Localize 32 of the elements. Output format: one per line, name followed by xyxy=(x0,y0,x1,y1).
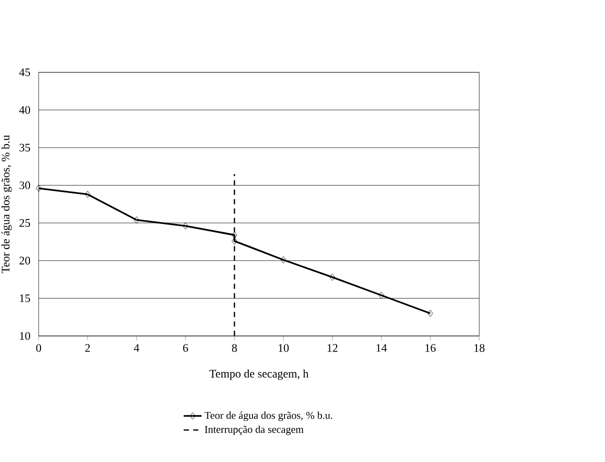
point xyxy=(182,222,188,230)
y-tick-label: 45 xyxy=(19,68,30,76)
point xyxy=(36,184,42,192)
x-tick-label: 16 xyxy=(426,344,436,352)
x-tick-label: 4 xyxy=(134,344,140,352)
y-tick-label: 25 xyxy=(20,218,30,227)
y-tick-label: 30 xyxy=(20,181,30,190)
x-axis-title: Tempo de secagem, h xyxy=(209,369,308,380)
point xyxy=(280,256,286,264)
x-tick-label: 12 xyxy=(328,344,338,352)
x-tick-label: 10 xyxy=(278,344,289,352)
legend-label: Interrupção da secagem xyxy=(204,425,304,435)
point xyxy=(84,190,90,198)
y-axis-title: Teor de água dos grãos, % b.u xyxy=(1,134,12,273)
x-tick-label: 2 xyxy=(85,344,90,352)
y-tick-label: 15 xyxy=(20,294,30,302)
point xyxy=(232,231,238,238)
x-tick-label: 8 xyxy=(232,344,237,352)
y-tick-label: 20 xyxy=(20,256,30,264)
x-tick-label: 0 xyxy=(36,344,42,352)
x-tick-label: 6 xyxy=(183,344,188,352)
point xyxy=(378,292,384,299)
legend-label: Teor de água dos grãos, % b.u. xyxy=(204,411,332,421)
x-tick-label: 18 xyxy=(474,344,485,352)
y-tick-label: 10 xyxy=(20,332,30,340)
x-tick-label: 14 xyxy=(376,344,387,352)
point xyxy=(428,310,433,317)
y-tick-label: 40 xyxy=(19,106,30,114)
point xyxy=(232,237,238,244)
y-tick-label: 35 xyxy=(20,144,30,152)
point xyxy=(134,216,140,224)
point xyxy=(330,274,336,281)
